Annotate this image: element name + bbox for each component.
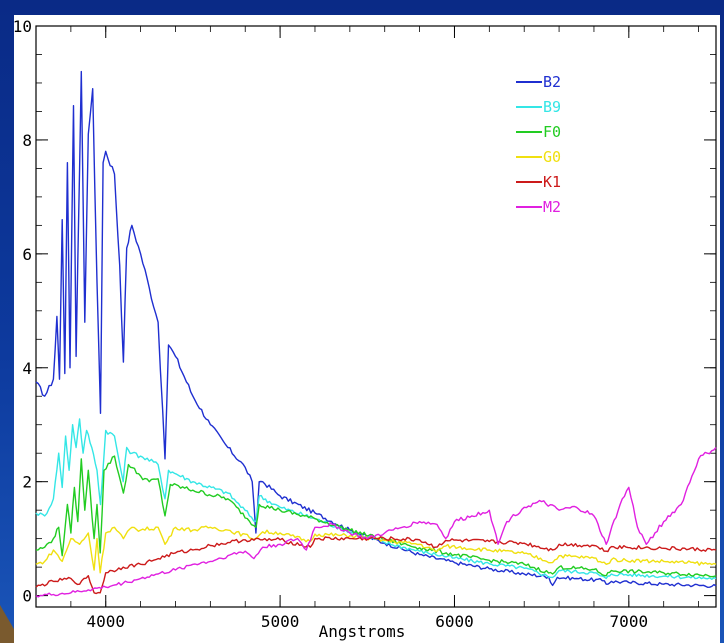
legend: B2 B9 F0 G0 K1 M2 <box>516 73 561 216</box>
x-tick-label: 7000 <box>610 612 649 631</box>
y-axis-ticks: 0 2 4 6 8 10 <box>14 17 716 606</box>
legend-label-b9: B9 <box>543 98 561 116</box>
y-tick-label: 8 <box>22 131 32 150</box>
x-tick-label: 5000 <box>261 612 300 631</box>
legend-label-m2: M2 <box>543 198 561 216</box>
spectra-chart: 4000 5000 6000 7000 0 2 4 6 8 10 B2 B9 F0 G0 K1 M2 An… <box>14 17 717 641</box>
x-axis-ticks: 4000 5000 6000 7000 <box>35 26 699 631</box>
y-tick-label: 6 <box>22 245 32 264</box>
legend-label-b2: B2 <box>543 73 561 91</box>
series-line-g0 <box>35 525 717 574</box>
y-tick-label: 4 <box>22 359 32 378</box>
series-line-b2 <box>35 70 717 588</box>
x-tick-label: 6000 <box>435 612 474 631</box>
series-line-m2 <box>35 447 717 598</box>
x-tick-label: 4000 <box>86 612 125 631</box>
x-axis-label: Angstroms <box>319 622 406 641</box>
legend-label-f0: F0 <box>543 123 561 141</box>
y-tick-label: 10 <box>14 17 32 36</box>
y-tick-label: 2 <box>22 473 32 492</box>
y-tick-label: 0 <box>22 587 32 606</box>
series-line-b9 <box>35 418 717 580</box>
series-line-k1 <box>35 536 717 595</box>
legend-label-g0: G0 <box>543 148 561 166</box>
plot-frame <box>35 25 717 608</box>
series-lines <box>35 70 717 598</box>
legend-label-k1: K1 <box>543 173 561 191</box>
